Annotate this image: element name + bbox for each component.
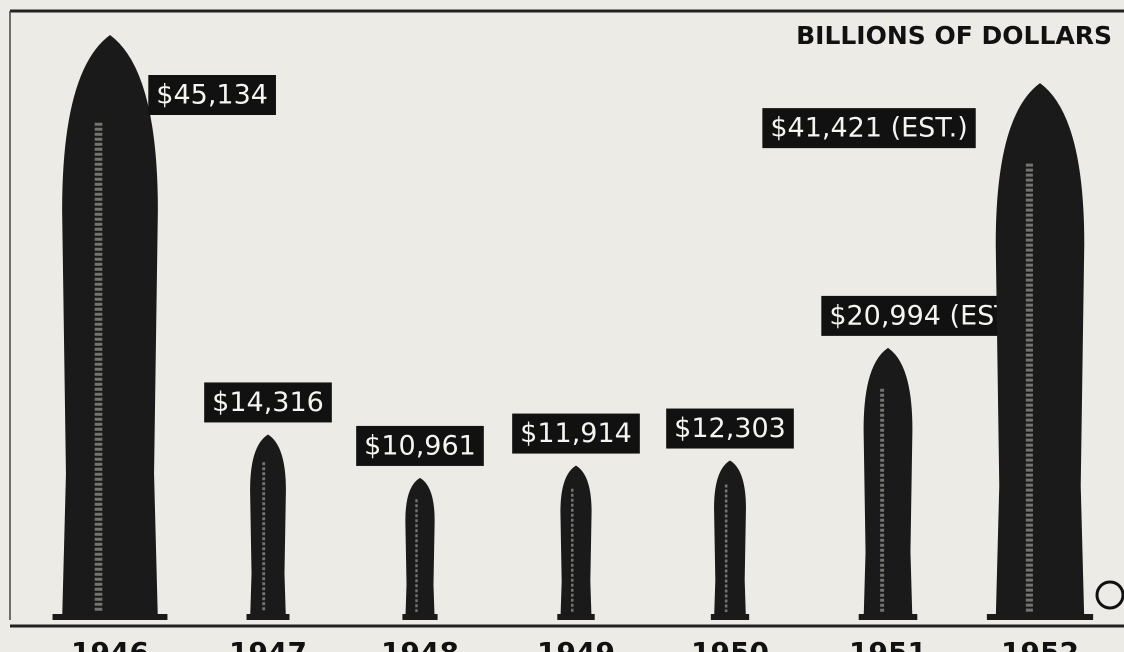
x-tick-label: 1949 [537,636,615,652]
bullet-rim [247,614,290,620]
chart-title: BILLIONS OF DOLLARS [796,21,1112,50]
value-label: $10,961 [356,426,484,466]
value-label-text: $41,421 (EST.) [770,113,967,144]
bullet [62,35,158,620]
chart: BILLIONS OF DOLLARS $45,134 1946 $14,316 19… [0,0,1124,652]
bullet [996,83,1085,620]
value-label-text: $45,134 [156,80,268,111]
value-label: $45,134 [148,75,276,115]
bullet [864,348,913,620]
x-tick-label: 1946 [71,636,149,652]
value-label: $11,914 [512,414,640,454]
x-tick-label: 1948 [381,636,459,652]
bullet-rim [987,614,1093,620]
x-tick-label: 1950 [691,636,769,652]
bullet [405,478,434,620]
value-label-text: $10,961 [364,430,476,461]
bullet-rim [859,614,918,620]
bullet-rim [711,614,749,620]
bullet-rim [402,614,437,620]
bullet-rim [557,614,594,620]
x-tick-label: 1952 [1001,636,1079,652]
x-tick-label: 1947 [229,636,307,652]
page: BILLIONS OF DOLLARS $45,134 1946 $14,316 19… [0,0,1124,652]
value-label-text: $14,316 [212,387,324,418]
value-label-text: $11,914 [520,418,632,449]
x-tick-label: 1951 [849,636,927,652]
value-label-text: $12,303 [674,413,786,444]
bullet [714,461,746,620]
bullet [560,466,591,620]
value-label: $41,421 (EST.) [762,108,975,148]
value-label: $14,316 [204,382,332,422]
bullet [250,434,286,620]
bullet-rim [53,614,168,620]
value-label: $12,303 [666,409,794,449]
